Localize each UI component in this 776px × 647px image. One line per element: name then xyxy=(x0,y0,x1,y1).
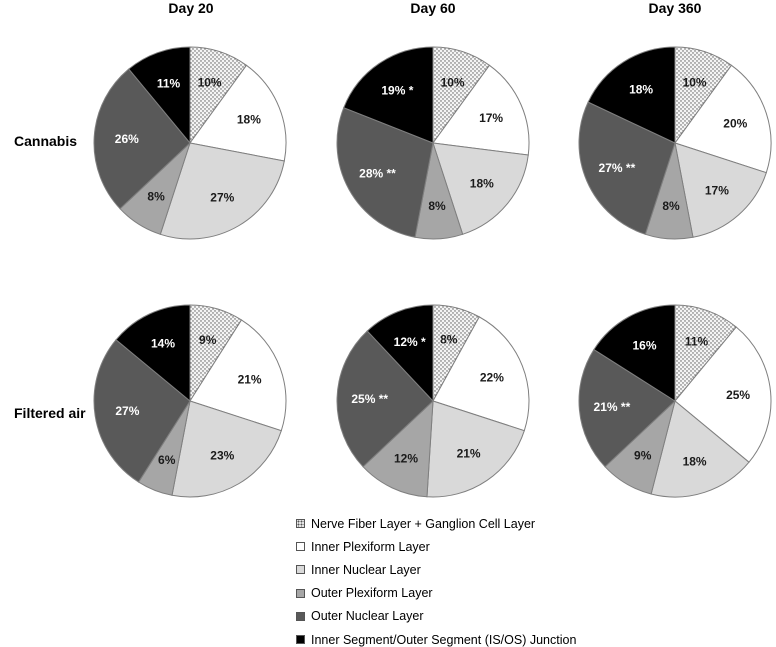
pie-slice-inner-segment-outer-segment-is-os-junction xyxy=(366,304,434,403)
pie-slice-outer-nuclear-layer xyxy=(93,339,191,483)
slice-label: 12% * xyxy=(394,335,426,349)
legend-item: Inner Plexiform Layer xyxy=(296,535,596,558)
pie-slice-inner-segment-outer-segment-is-os-junction xyxy=(587,46,676,144)
slice-label: 10% xyxy=(683,76,707,90)
slice-label: 27% xyxy=(115,404,139,418)
pie-cannabis-day-360: 10% 20% 17% 8% 27% ** 18% xyxy=(578,46,772,240)
slice-label: 14% xyxy=(151,337,175,351)
slice-label: 10% xyxy=(198,76,222,90)
slice-label: 21% xyxy=(457,446,481,460)
slice-label: 10% xyxy=(441,76,465,90)
slice-label: 18% xyxy=(683,454,707,468)
pie-slice-inner-plexiform-layer xyxy=(674,64,772,174)
legend: Nerve Fiber Layer + Ganglion Cell Layer … xyxy=(296,512,596,647)
column-title-day-360: Day 360 xyxy=(648,0,702,16)
legend-label: Inner Segment/Outer Segment (IS/OS) Junc… xyxy=(311,632,577,647)
pie-slice-inner-plexiform-layer xyxy=(189,319,287,432)
slice-label: 9% xyxy=(634,449,652,463)
slice-label: 11% xyxy=(157,76,181,90)
slice-label: 6% xyxy=(158,453,176,467)
slice-label: 17% xyxy=(479,111,503,125)
pie-slice-inner-nuclear-layer xyxy=(432,142,529,235)
slice-label: 18% xyxy=(237,113,261,127)
legend-swatch-dark-gray xyxy=(296,611,305,621)
legend-label: Nerve Fiber Layer + Ganglion Cell Layer xyxy=(311,516,536,531)
slice-label: 8% xyxy=(662,199,680,213)
slice-label: 23% xyxy=(210,449,234,463)
slice-label: 27% xyxy=(210,191,234,205)
legend-swatch-dotted xyxy=(296,519,305,529)
row-title-cannabis: Cannabis xyxy=(14,133,78,149)
pie-slice-inner-plexiform-layer xyxy=(189,64,287,162)
pie-filtered-air-day-20: 9% 21% 23% 6% 27% 14% xyxy=(93,304,287,498)
slice-label: 27% ** xyxy=(599,161,636,175)
legend-swatch-light-gray xyxy=(296,565,305,575)
slice-label: 20% xyxy=(723,116,747,130)
pie-slice-outer-nuclear-layer xyxy=(336,107,434,238)
column-title-day-60: Day 60 xyxy=(410,0,456,16)
pie-filtered-air-day-360: 11% 25% 18% 9% 21% ** 16% xyxy=(578,304,772,498)
pie-slice-inner-segment-outer-segment-is-os-junction xyxy=(128,46,191,145)
column-title-day-20: Day 20 xyxy=(168,0,214,16)
pie-slice-inner-nuclear-layer xyxy=(159,142,285,240)
slice-label: 8% xyxy=(440,333,458,347)
slice-label: 8% xyxy=(147,190,165,204)
pie-slice-outer-nuclear-layer xyxy=(578,348,676,468)
pie-cannabis-day-20: 10% 18% 27% 8% 26% 11% xyxy=(93,46,287,240)
legend-swatch-mid-gray xyxy=(296,588,305,598)
slice-label: 9% xyxy=(199,333,217,347)
slice-label: 17% xyxy=(705,184,729,198)
legend-item: Outer Nuclear Layer xyxy=(296,605,596,628)
pie-slice-outer-nuclear-layer xyxy=(336,330,434,468)
legend-label: Outer Plexiform Layer xyxy=(311,586,433,601)
pie-slice-inner-plexiform-layer xyxy=(674,326,772,463)
slice-label: 25% ** xyxy=(351,392,388,406)
legend-item: Nerve Fiber Layer + Ganglion Cell Layer xyxy=(296,512,596,535)
pie-slice-inner-segment-outer-segment-is-os-junction xyxy=(343,46,434,144)
pie-filtered-air-day-60: 8% 22% 21% 12% 25% ** 12% * xyxy=(336,304,530,498)
slice-label: 21% ** xyxy=(594,400,631,414)
slice-label: 18% xyxy=(470,176,494,190)
slice-label: 18% xyxy=(629,83,653,97)
slice-label: 11% xyxy=(685,334,709,348)
pie-slice-inner-segment-outer-segment-is-os-junction xyxy=(593,304,676,402)
legend-item: Inner Nuclear Layer xyxy=(296,558,596,581)
pie-slice-inner-nuclear-layer xyxy=(674,142,767,238)
legend-label: Inner Nuclear Layer xyxy=(311,562,421,577)
pie-slice-nerve-fiber-layer-ganglion-cell-layer xyxy=(674,304,737,403)
slice-label: 12% xyxy=(394,451,418,465)
slice-label: 25% xyxy=(726,388,750,402)
slice-label: 28% ** xyxy=(359,167,396,181)
pie-slice-outer-nuclear-layer xyxy=(578,101,676,235)
pie-slice-inner-nuclear-layer xyxy=(650,400,750,498)
pie-slice-inner-plexiform-layer xyxy=(432,64,530,156)
slice-label: 16% xyxy=(632,339,656,353)
legend-label: Inner Plexiform Layer xyxy=(311,539,430,554)
pie-slice-inner-plexiform-layer xyxy=(432,316,530,432)
pie-charts: 10%18%27%8%26%11% 10%17%18%8%28% **19% *1… xyxy=(93,46,772,498)
slice-label: 26% xyxy=(115,132,139,146)
legend-swatch-white xyxy=(296,542,305,552)
slice-label: 8% xyxy=(428,199,446,213)
slice-label: 19% * xyxy=(381,84,413,98)
legend-label: Outer Nuclear Layer xyxy=(311,609,424,624)
legend-swatch-black xyxy=(296,635,305,645)
pie-slice-outer-nuclear-layer xyxy=(93,68,191,210)
legend-item: Outer Plexiform Layer xyxy=(296,582,596,605)
slice-label: 21% xyxy=(238,373,262,387)
pie-slice-inner-nuclear-layer xyxy=(171,400,282,498)
pie-cannabis-day-60: 10% 17% 18% 8% 28% ** 19% * xyxy=(336,46,530,240)
pie-slice-inner-nuclear-layer xyxy=(426,400,525,498)
slice-label: 22% xyxy=(480,371,504,385)
pie-slice-outer-plexiform-layer xyxy=(362,399,434,498)
pie-slice-inner-segment-outer-segment-is-os-junction xyxy=(115,304,191,403)
row-title-filtered-air: Filtered air xyxy=(14,405,86,421)
legend-item: Inner Segment/Outer Segment (IS/OS) Junc… xyxy=(296,628,596,647)
